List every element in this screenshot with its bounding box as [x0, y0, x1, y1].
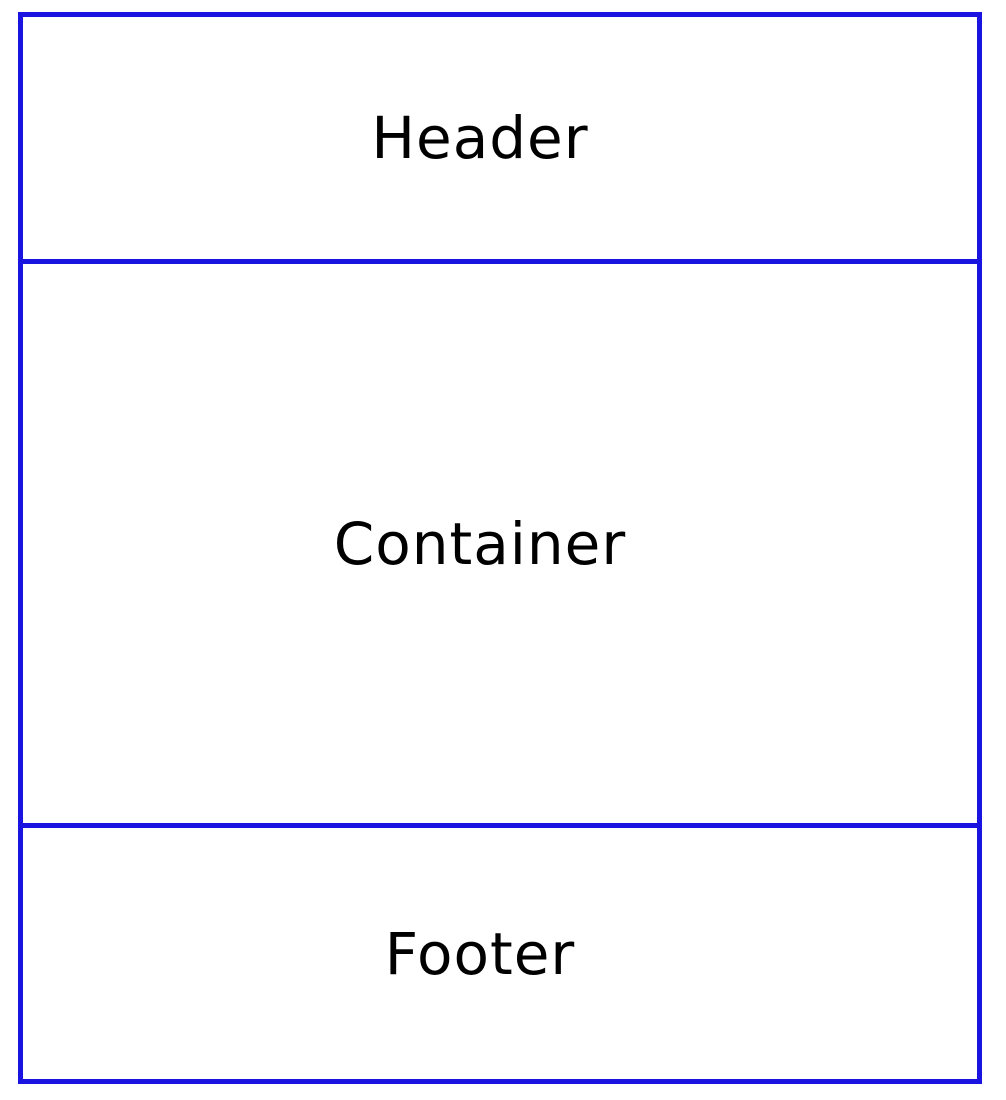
layout-frame: Header Container Footer: [18, 12, 982, 1084]
container-label: Container: [333, 509, 627, 578]
footer-label: Footer: [384, 919, 576, 988]
header-label: Header: [371, 104, 589, 172]
header-section: Header: [23, 17, 977, 264]
footer-section: Footer: [23, 828, 977, 1079]
container-section: Container: [23, 264, 977, 828]
